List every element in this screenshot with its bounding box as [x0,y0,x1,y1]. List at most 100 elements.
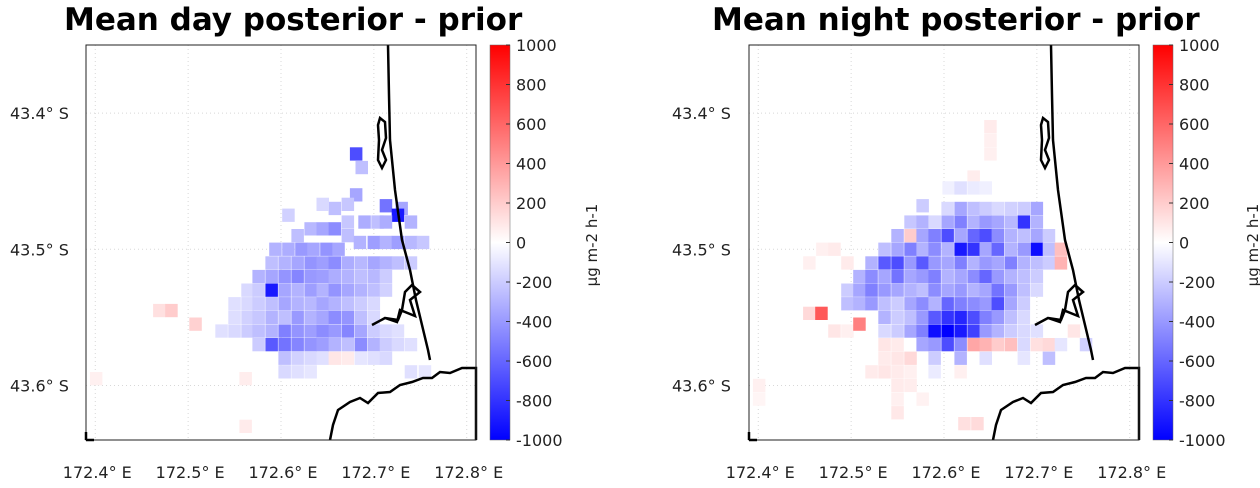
heatmap-cell [942,181,955,195]
heatmap-cell [991,310,1005,324]
x-tick-label: 172.7° E [1004,463,1073,482]
heatmap-cell [941,242,954,256]
x-tick-label: 172.5° E [156,463,225,482]
heatmap-cell [928,324,941,338]
heatmap-cell [379,215,393,229]
heatmap-cell [367,310,381,324]
heatmap-cell [1042,338,1056,352]
heatmap-cell [954,365,967,379]
heatmap-cell [379,324,393,338]
heatmap-cell [841,324,854,338]
heatmap-cell [1004,310,1018,324]
heatmap-cell [979,215,992,229]
heatmap-cell [878,283,891,297]
heatmap-cell [367,324,381,338]
heatmap-cell [878,297,891,311]
heatmap-cell [1054,242,1068,256]
heatmap-cell [215,324,228,338]
heatmap-cell [904,310,917,324]
heatmap-cell [265,310,278,324]
heatmap-cell [1042,242,1056,256]
heatmap-cell [1004,229,1018,243]
heatmap-cell [904,269,917,284]
heatmap-cell [916,392,929,406]
heatmap-cell [878,269,891,284]
heatmap-cell [967,215,980,229]
heatmap-cell [404,365,418,379]
colorbar-tick-label: -200 [516,273,552,292]
heatmap-cell [891,338,904,352]
heatmap-cell [278,351,291,365]
heatmap-cell [278,256,291,270]
heatmap-cell [291,365,304,379]
heatmap-cell [304,222,317,236]
heatmap-cell [928,229,941,243]
colorbar-label: μg m-2 h-1 [583,204,601,287]
heatmap-cell [354,283,368,297]
heatmap-cell [991,201,1005,216]
heatmap-cell [979,269,992,284]
colorbar-tick-label: -200 [1179,273,1215,292]
heatmap-cell [916,269,929,284]
colorbar-tick-label: 800 [516,76,547,95]
heatmap-cell [1017,338,1031,352]
heatmap-panel-night: 172.4° E 172.5° E 172.6° E 172.7° E 172.8° E… [672,36,1260,482]
heatmap-cell [404,338,418,352]
heatmap-cell [891,365,904,379]
heatmap-cell [904,324,917,338]
heatmap-cell [304,283,317,297]
heatmap-cell [354,338,368,352]
heatmap-cell [354,324,368,338]
coastline-estuary [371,283,422,327]
heatmap-cell [928,256,941,270]
heatmap-cell [954,256,967,270]
heatmap-cell [916,199,929,213]
heatmap-cell [379,351,393,365]
y-tick-label: 43.5° S [672,240,731,259]
heatmap-cell [891,351,904,365]
heatmap-cell [316,351,329,365]
heatmap-cell [928,365,941,379]
heatmap-cell [228,324,241,338]
heatmap-cell [928,283,941,297]
heatmap-cell [954,351,967,365]
heatmap-cell [354,310,368,324]
heatmap-cell [332,242,345,256]
x-tick-label: 172.8° E [1097,463,1166,482]
colorbar-tick-label: -1000 [1179,431,1226,450]
heatmap-cell [878,365,891,379]
heatmap-cell [304,256,317,270]
heatmap-cell [991,215,1005,229]
heatmap-cell [291,256,304,270]
heatmap-cell [954,283,967,297]
heatmap-cell [904,215,917,229]
heatmap-cell [904,229,917,243]
heatmap-cell [928,310,941,324]
heatmap-cell [979,324,992,338]
heatmap-cell [239,419,252,433]
heatmap-cell [1004,283,1018,297]
heatmap-cell [967,283,980,297]
heatmap-cell [904,297,917,311]
heatmap-cell [291,297,304,311]
colorbar-tick-label: 400 [1179,155,1210,174]
heatmap-cell [252,338,265,352]
heatmap-cell [891,229,904,243]
colorbar-tick-label: -400 [516,313,552,332]
heatmap-cell [928,215,941,229]
heatmap-cell [265,297,278,311]
heatmap-cell [1017,351,1031,365]
heatmap-cell [803,306,816,320]
coastline-spit [376,115,388,171]
heatmap-cell [967,324,980,338]
x-tick-label: 172.6° E [912,463,981,482]
heatmap-cell [379,256,393,270]
heatmap-cell [316,269,329,284]
heatmap-cell [278,283,291,297]
heatmap-cell [328,222,342,236]
coastline-banks-peninsula [991,366,1141,441]
heatmap-cell [891,324,904,338]
colorbar-tick-label: 600 [516,115,547,134]
heatmap-cell [282,242,295,256]
